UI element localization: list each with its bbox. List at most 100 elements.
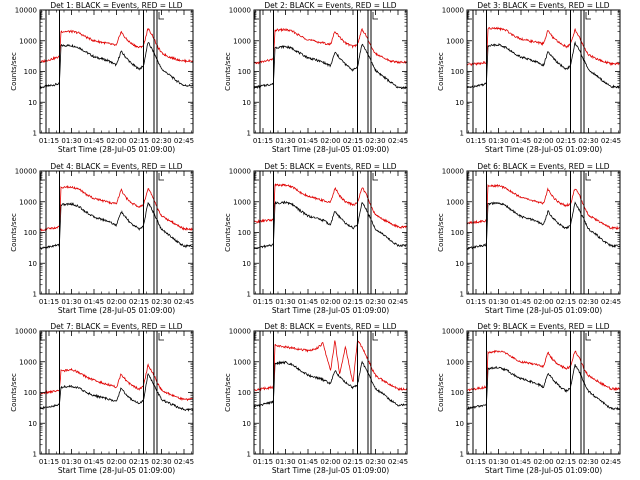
y-tick-label: 1000 bbox=[233, 358, 251, 366]
series-line-lld bbox=[467, 349, 620, 392]
y-tick-label: 1 bbox=[33, 291, 37, 299]
series-line-events bbox=[467, 201, 620, 251]
x-tick-label: 02:15 bbox=[556, 458, 576, 466]
y-axis-label: Counts/sec bbox=[10, 213, 18, 252]
x-axis-label: Start Time (28-Jul-05 01:09:00) bbox=[272, 306, 389, 315]
y-tick-label: 1 bbox=[33, 130, 37, 138]
x-tick-label: 02:15 bbox=[556, 137, 576, 145]
y-tick-label: 100 bbox=[238, 68, 251, 76]
x-axis-label: Start Time (28-Jul-05 01:09:00) bbox=[272, 466, 389, 475]
x-tick-label: 02:30 bbox=[578, 458, 598, 466]
y-tick-label: 100 bbox=[238, 229, 251, 237]
marker-flag bbox=[158, 12, 164, 20]
y-tick-label: 1000 bbox=[233, 198, 251, 206]
series-line-lld bbox=[254, 183, 407, 230]
series-line-events bbox=[254, 360, 407, 408]
x-axis-label: Start Time (28-Jul-05 01:09:00) bbox=[58, 145, 175, 154]
x-tick-label: 01:30 bbox=[61, 137, 81, 145]
y-tick-label: 1000 bbox=[19, 358, 37, 366]
panel-title: Det 9: BLACK = Events, RED = LLD bbox=[477, 322, 609, 331]
marker-flag bbox=[372, 333, 378, 341]
x-axis-label: Start Time (28-Jul-05 01:09:00) bbox=[272, 145, 389, 154]
x-tick-label: 01:15 bbox=[466, 137, 486, 145]
y-tick-label: 1 bbox=[247, 130, 251, 138]
series-line-lld bbox=[467, 183, 620, 231]
series-line-lld bbox=[467, 26, 620, 67]
series-line-lld bbox=[40, 27, 193, 64]
x-tick-label: 02:45 bbox=[174, 458, 194, 466]
y-tick-label: 1 bbox=[247, 291, 251, 299]
y-tick-label: 10000 bbox=[442, 168, 464, 176]
marker-flag bbox=[372, 12, 378, 20]
x-axis-label: Start Time (28-Jul-05 01:09:00) bbox=[58, 466, 175, 475]
x-axis-label: Start Time (28-Jul-05 01:09:00) bbox=[485, 145, 602, 154]
y-tick-label: 10 bbox=[242, 260, 251, 268]
series-line-events bbox=[40, 41, 193, 90]
x-tick-label: 02:00 bbox=[533, 458, 553, 466]
x-tick-label: 02:45 bbox=[174, 137, 194, 145]
x-tick-label: 02:45 bbox=[388, 298, 408, 306]
x-tick-label: 02:15 bbox=[556, 298, 576, 306]
panel-title: Det 8: BLACK = Events, RED = LLD bbox=[264, 322, 396, 331]
y-tick-label: 10000 bbox=[229, 168, 251, 176]
x-tick-label: 02:30 bbox=[151, 458, 171, 466]
panel-title: Det 6: BLACK = Events, RED = LLD bbox=[477, 162, 609, 171]
y-axis-label: Counts/sec bbox=[10, 373, 18, 412]
y-tick-label: 100 bbox=[451, 229, 464, 237]
x-tick-label: 02:15 bbox=[129, 298, 149, 306]
series-line-events bbox=[467, 40, 620, 90]
x-tick-label: 02:15 bbox=[129, 458, 149, 466]
y-tick-label: 10 bbox=[28, 99, 37, 107]
x-tick-label: 01:15 bbox=[466, 458, 486, 466]
y-tick-label: 10 bbox=[455, 99, 464, 107]
x-tick-label: 01:30 bbox=[275, 137, 295, 145]
panel-title: Det 4: BLACK = Events, RED = LLD bbox=[50, 162, 182, 171]
x-tick-label: 02:30 bbox=[365, 137, 385, 145]
series-line-lld bbox=[254, 339, 407, 392]
x-tick-label: 02:45 bbox=[601, 137, 621, 145]
y-axis-label: Counts/sec bbox=[437, 373, 445, 412]
y-tick-label: 10000 bbox=[229, 7, 251, 15]
y-tick-label: 10000 bbox=[15, 328, 37, 336]
marker-flag bbox=[372, 173, 378, 181]
x-tick-label: 02:00 bbox=[320, 458, 340, 466]
y-tick-label: 1 bbox=[460, 451, 464, 459]
marker-flag bbox=[158, 173, 164, 181]
x-tick-label: 02:45 bbox=[174, 298, 194, 306]
x-tick-label: 02:30 bbox=[365, 298, 385, 306]
x-tick-label: 01:30 bbox=[61, 298, 81, 306]
y-tick-label: 10 bbox=[455, 260, 464, 268]
y-axis-label: Counts/sec bbox=[10, 52, 18, 91]
panel-2: 1 10 100 1000 10000 01:15 01:30 01:45 02:00 02:15… bbox=[224, 1, 408, 154]
marker-flag bbox=[585, 333, 591, 341]
x-tick-label: 01:15 bbox=[466, 298, 486, 306]
y-tick-label: 100 bbox=[24, 229, 37, 237]
y-tick-label: 10000 bbox=[442, 7, 464, 15]
y-tick-label: 10000 bbox=[442, 328, 464, 336]
y-tick-label: 100 bbox=[24, 68, 37, 76]
marker-flag bbox=[158, 333, 164, 341]
series-line-lld bbox=[40, 363, 193, 402]
y-tick-label: 10 bbox=[242, 99, 251, 107]
x-tick-label: 02:15 bbox=[129, 137, 149, 145]
x-tick-label: 02:30 bbox=[151, 298, 171, 306]
y-tick-label: 1000 bbox=[446, 358, 464, 366]
x-tick-label: 01:45 bbox=[298, 298, 318, 306]
y-axis-label: Counts/sec bbox=[437, 213, 445, 252]
y-tick-label: 10000 bbox=[15, 168, 37, 176]
panel-title: Det 5: BLACK = Events, RED = LLD bbox=[264, 162, 396, 171]
x-tick-label: 02:15 bbox=[343, 298, 363, 306]
series-line-lld bbox=[40, 185, 193, 232]
x-axis-label: Start Time (28-Jul-05 01:09:00) bbox=[58, 306, 175, 315]
x-tick-label: 02:15 bbox=[343, 458, 363, 466]
x-tick-label: 02:00 bbox=[320, 137, 340, 145]
x-tick-label: 02:45 bbox=[388, 458, 408, 466]
x-tick-label: 02:45 bbox=[601, 298, 621, 306]
y-tick-label: 10000 bbox=[229, 328, 251, 336]
y-tick-label: 10 bbox=[242, 420, 251, 428]
x-tick-label: 02:00 bbox=[106, 458, 126, 466]
series-line-events bbox=[254, 200, 407, 250]
y-tick-label: 1000 bbox=[19, 37, 37, 45]
